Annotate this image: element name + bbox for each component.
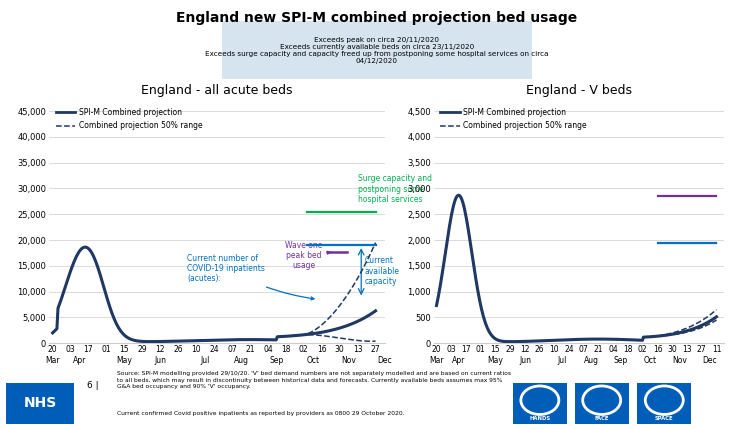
Legend: SPI-M Combined projection, Combined projection 50% range: SPI-M Combined projection, Combined proj…	[437, 105, 590, 133]
Text: Jul: Jul	[557, 356, 566, 365]
Text: HANDS: HANDS	[529, 416, 550, 420]
Text: Current number of
COVID-19 inpatients
(acutes):: Current number of COVID-19 inpatients (a…	[187, 254, 314, 300]
Text: Nov: Nov	[342, 356, 356, 365]
Text: May: May	[116, 356, 132, 365]
Text: Oct: Oct	[644, 356, 657, 365]
Text: Dec: Dec	[702, 356, 716, 365]
Text: Apr: Apr	[73, 356, 86, 365]
Text: Jun: Jun	[155, 356, 166, 365]
Text: Mar: Mar	[45, 356, 60, 365]
Text: Aug: Aug	[584, 356, 599, 365]
Text: Sep: Sep	[270, 356, 284, 365]
Text: NHS: NHS	[23, 396, 57, 411]
Text: May: May	[488, 356, 504, 365]
Title: England - V beds: England - V beds	[526, 84, 632, 97]
Text: Mar: Mar	[429, 356, 444, 365]
Text: Surge capacity and
postponing some
hospital services: Surge capacity and postponing some hospi…	[357, 174, 431, 204]
Text: Aug: Aug	[234, 356, 249, 365]
Text: Sep: Sep	[614, 356, 628, 365]
Text: Exceeds peak on circa 20/11/2020
Exceeds currently available beds on circa 23/11: Exceeds peak on circa 20/11/2020 Exceeds…	[205, 37, 549, 64]
Text: Dec: Dec	[377, 356, 392, 365]
Text: Source: SPI-M modelling provided 29/10/20. 'V' bed demand numbers are not separa: Source: SPI-M modelling provided 29/10/2…	[117, 371, 511, 389]
Text: Apr: Apr	[452, 356, 465, 365]
Text: Jul: Jul	[201, 356, 210, 365]
Text: Oct: Oct	[306, 356, 320, 365]
Text: 6 |: 6 |	[87, 381, 98, 390]
Text: FACE: FACE	[594, 416, 609, 420]
Text: Current
available
capacity: Current available capacity	[365, 256, 400, 286]
Text: England new SPI-M combined projection bed usage: England new SPI-M combined projection be…	[176, 11, 578, 25]
Text: Wave one
peak bed
usage: Wave one peak bed usage	[285, 241, 330, 270]
Title: England - all acute beds: England - all acute beds	[141, 84, 293, 97]
Legend: SPI-M Combined projection, Combined projection 50% range: SPI-M Combined projection, Combined proj…	[53, 105, 206, 133]
Text: SPACE: SPACE	[655, 416, 673, 420]
Text: Current confirmed Covid positive inpatients as reported by providers as 0800 29 : Current confirmed Covid positive inpatie…	[117, 411, 404, 416]
Text: Jun: Jun	[519, 356, 531, 365]
Text: Nov: Nov	[673, 356, 687, 365]
